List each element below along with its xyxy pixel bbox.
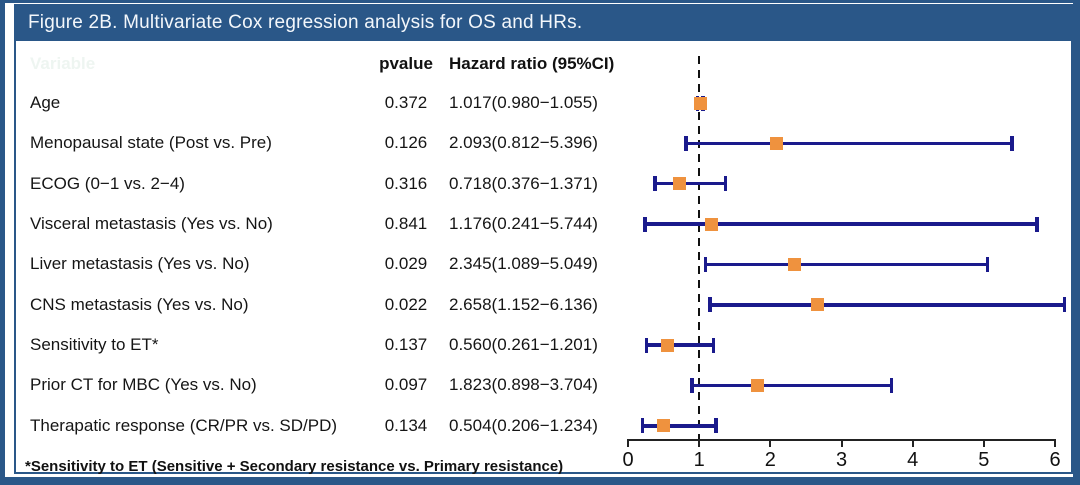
row-hazard-ratio-ci: 0.504(0.206−1.234) [449, 415, 598, 435]
row-pvalue: 0.097 [384, 375, 428, 395]
x-axis-tick [1054, 439, 1057, 447]
ci-cap-left [690, 377, 694, 393]
title-bar: Figure 2B. Multivariate Cox regression a… [14, 4, 1073, 41]
row-hazard-ratio-ci: 1.017(0.980−1.055) [449, 93, 598, 112]
variable-column-header: Variable [30, 54, 96, 73]
hazard-ratio-marker [661, 338, 675, 352]
x-axis-tick [698, 439, 701, 447]
row-variable-label: CNS metastasis (Yes vs. No) [30, 294, 249, 314]
x-axis-tick-label: 1 [693, 449, 705, 471]
row-variable-label: Age [30, 93, 61, 112]
reference-line [697, 56, 701, 439]
hazard-ratio-marker [705, 217, 719, 231]
ci-bar [646, 343, 714, 347]
row-hazard-ratio-ci: 2.658(1.152−6.136) [449, 294, 598, 314]
row-hazard-ratio-ci: 0.560(0.261−1.201) [449, 335, 598, 355]
ci-cap-right [714, 418, 718, 434]
x-axis-tick-label: 0 [622, 449, 634, 471]
row-variable-label: Sensitivity to ET* [30, 335, 159, 355]
row-pvalue: 0.022 [384, 294, 428, 314]
row-pvalue: 0.137 [384, 335, 428, 355]
ci-cap-right [889, 377, 894, 393]
x-axis-tick [627, 439, 629, 447]
ci-cap-left [640, 418, 645, 434]
hazard-ratio-marker [672, 177, 686, 191]
row-hazard-ratio-ci: 1.823(0.898−3.704) [449, 375, 598, 395]
ci-cap-left [644, 337, 649, 353]
row-variable-label: Prior CT for MBC (Yes vs. No) [30, 375, 257, 395]
hazard-ratio-marker [751, 378, 765, 392]
x-axis-tick-label: 4 [907, 449, 919, 471]
pvalue-column-header: pvalue [379, 54, 433, 73]
hazard-ratio-marker [810, 298, 824, 312]
ci-cap-left [653, 176, 657, 192]
ci-bar [705, 262, 988, 267]
row-pvalue: 0.029 [384, 254, 428, 274]
hazard-ratio-column-header: Hazard ratio (95%CI) [449, 54, 615, 73]
x-axis-tick-label: 2 [764, 449, 776, 471]
row-hazard-ratio-ci: 2.345(1.089−5.049) [449, 254, 598, 274]
ci-cap-right [723, 176, 728, 192]
ci-cap-right [985, 256, 990, 272]
ci-cap-left [643, 216, 647, 232]
ci-bar [685, 141, 1013, 146]
ci-bar [645, 222, 1037, 226]
row-pvalue: 0.126 [384, 133, 428, 153]
row-variable-label: Visceral metastasis (Yes vs. No) [30, 214, 273, 234]
ci-cap-left [684, 135, 688, 151]
plot-panel [14, 41, 1073, 474]
x-axis-tick-label: 3 [835, 449, 848, 471]
row-variable-label: ECOG (0−1 vs. 2−4) [30, 173, 185, 193]
ci-bar [691, 383, 892, 388]
hazard-ratio-marker [770, 136, 784, 150]
ci-cap-left [708, 297, 712, 313]
row-pvalue: 0.316 [384, 173, 428, 193]
row-hazard-ratio-ci: 1.176(0.241−5.744) [449, 214, 598, 234]
x-axis-tick [982, 439, 985, 447]
ci-cap-right [1035, 216, 1039, 232]
row-hazard-ratio-ci: 2.093(0.812−5.396) [449, 133, 598, 153]
x-axis-tick [840, 439, 843, 447]
x-axis-tick-label: 5 [978, 449, 990, 471]
row-pvalue: 0.372 [384, 93, 428, 112]
ci-cap-right [711, 337, 716, 353]
x-axis-tick-label: 6 [1049, 449, 1061, 471]
ci-bar [642, 424, 716, 428]
row-hazard-ratio-ci: 0.718(0.376−1.371) [449, 173, 598, 193]
figure-title: Figure 2B. Multivariate Cox regression a… [28, 12, 583, 33]
ci-cap-left [703, 256, 708, 272]
ci-bar [709, 303, 1065, 307]
row-variable-label: Liver metastasis (Yes vs. No) [30, 254, 250, 274]
hazard-ratio-marker [693, 96, 707, 110]
ci-cap-right [1010, 135, 1014, 151]
row-variable-label: Menopausal state (Post vs. Pre) [30, 133, 272, 153]
ci-cap-right [1062, 297, 1067, 313]
row-variable-label: Therapatic response (CR/PR vs. SD/PD) [30, 415, 338, 435]
x-axis-tick [911, 439, 914, 447]
x-axis-tick [769, 439, 772, 447]
row-pvalue: 0.134 [384, 415, 428, 435]
ci-bar [654, 181, 726, 186]
hazard-ratio-marker [788, 257, 802, 271]
footnote: *Sensitivity to ET (Sensitive + Secondar… [25, 458, 564, 475]
hazard-ratio-marker [657, 419, 671, 433]
row-pvalue: 0.841 [384, 214, 428, 234]
